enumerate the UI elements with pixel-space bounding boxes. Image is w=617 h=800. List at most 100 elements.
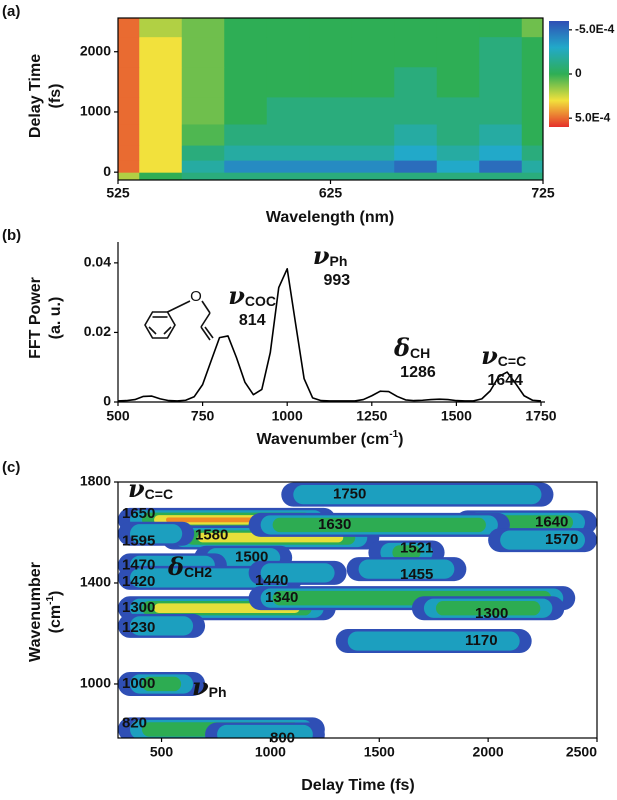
mode-label-part: CH <box>410 345 430 361</box>
mode-label-part: CH2 <box>184 564 212 580</box>
heatmap-cell <box>224 96 268 125</box>
y-tick-label: 0 <box>103 393 111 409</box>
x-axis-title-part: Wavenumber (cm <box>256 431 389 448</box>
contour-level <box>272 517 486 533</box>
band-label: 1640 <box>535 513 568 530</box>
heatmap-cell <box>224 172 268 180</box>
mode-label: νC=C <box>128 474 173 503</box>
heatmap-cell <box>521 172 543 180</box>
peak-label: 993 <box>323 272 350 289</box>
bond <box>201 300 211 314</box>
panel-label: (c) <box>2 459 20 476</box>
band-label: 1570 <box>545 531 578 548</box>
heatmap-cell <box>266 123 310 146</box>
y-axis-title: FFT Power <box>27 277 44 359</box>
x-axis-title: Delay Time (fs) <box>301 777 415 794</box>
y-axis-title: (a. u.) <box>47 297 64 340</box>
heatmap-cell <box>266 145 310 161</box>
x-axis-title: Wavenumber (cm-1) <box>256 429 403 449</box>
band-label: 1170 <box>465 632 498 649</box>
heatmap-cell <box>479 123 523 146</box>
peak-label: 1286 <box>400 364 436 381</box>
x-tick-label: 2500 <box>566 744 597 760</box>
ring-bond <box>148 326 157 335</box>
heatmap-cell <box>181 145 225 161</box>
heatmap-cell <box>224 66 268 98</box>
heatmap-cell <box>224 36 268 68</box>
spectrum-line <box>117 267 542 402</box>
heatmap-cell <box>436 18 480 38</box>
heatmap-cell <box>139 66 183 98</box>
heatmap-cell <box>139 172 183 180</box>
heatmap-cell <box>309 96 353 125</box>
heatmap-cell <box>394 160 438 173</box>
y-axis-title-part: -1 <box>45 596 56 605</box>
y-tick-label: 1400 <box>80 574 111 590</box>
colorbar-tick-label: 5.0E-4 <box>575 110 611 124</box>
band-label: 1455 <box>400 566 433 583</box>
heatmap-cell <box>224 18 268 38</box>
heatmap-cell <box>309 172 353 180</box>
colorbar <box>549 21 569 127</box>
heatmap-cell <box>181 96 225 125</box>
heatmap <box>118 18 543 180</box>
heatmap-cell <box>521 160 543 173</box>
heatmap-cell <box>521 18 543 38</box>
heatmap-cell <box>139 36 183 68</box>
band-label: 1230 <box>122 619 155 636</box>
heatmap-cell <box>139 18 183 38</box>
band-label: 1580 <box>195 527 228 544</box>
heatmap-cell <box>309 36 353 68</box>
y-axis-title-part: (cm <box>47 605 64 633</box>
heatmap-cell <box>139 96 183 125</box>
band-label: 1750 <box>333 486 366 503</box>
heatmap-cell <box>266 96 310 125</box>
x-tick-label: 625 <box>319 185 343 201</box>
contour-level <box>130 524 183 544</box>
mode-label-part: ν <box>192 672 209 701</box>
contour-level <box>435 601 541 616</box>
heatmap-cell <box>266 66 310 98</box>
heatmap-cell <box>521 145 543 161</box>
x-tick-label: 500 <box>150 744 174 760</box>
y-tick-label: 0.02 <box>84 323 111 339</box>
band-label: 1300 <box>475 605 508 622</box>
heatmap-cell <box>521 66 543 98</box>
heatmap-cell <box>479 18 523 38</box>
band-label: 1650 <box>122 505 155 522</box>
heatmap-cell <box>394 66 438 98</box>
panel-label: (a) <box>2 3 20 20</box>
x-tick-label: 1000 <box>272 408 303 424</box>
contour-level <box>217 724 313 738</box>
heatmap-cell <box>351 145 395 161</box>
x-tick-label: 1750 <box>525 408 556 424</box>
contour-level <box>260 563 335 583</box>
mode-label: νC=C <box>481 341 526 370</box>
y-tick-label: 0.04 <box>84 254 111 270</box>
atom-label: O <box>190 288 202 305</box>
y-axis-title-part: ) <box>47 591 64 596</box>
band-label: 820 <box>122 714 147 731</box>
heatmap-cell <box>309 123 353 146</box>
heatmap-cell <box>436 145 480 161</box>
band-label: 1340 <box>265 589 298 606</box>
x-tick-label: 1250 <box>356 408 387 424</box>
peak-label: 814 <box>239 312 266 329</box>
y-axis-title: (cm-1) <box>45 591 65 634</box>
mode-label-part: ν <box>313 241 330 270</box>
mode-label: νPh <box>192 672 227 701</box>
heatmap-cell <box>139 123 183 146</box>
x-tick-label: 750 <box>191 408 215 424</box>
mode-label-part: ν <box>128 474 145 503</box>
mode-label-part: C=C <box>498 353 526 369</box>
heatmap-cell <box>436 172 480 180</box>
bond <box>200 312 211 328</box>
heatmap-cell <box>394 123 438 146</box>
y-tick-label: 1000 <box>80 103 111 119</box>
y-tick-label: 2000 <box>80 42 111 58</box>
colorbar-tick-label: 0 <box>575 66 582 80</box>
x-tick-label: 725 <box>531 185 555 201</box>
band-label: 1000 <box>122 675 155 692</box>
mode-label: νPh <box>313 241 348 270</box>
mode-label-part: Ph <box>329 253 347 269</box>
